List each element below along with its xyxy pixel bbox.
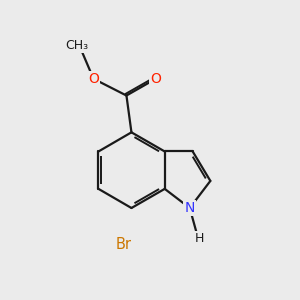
Text: O: O: [151, 72, 161, 86]
Text: O: O: [88, 72, 99, 86]
Text: N: N: [184, 201, 195, 215]
Text: Br: Br: [116, 237, 131, 252]
Text: H: H: [194, 232, 204, 245]
Text: CH₃: CH₃: [65, 39, 88, 52]
